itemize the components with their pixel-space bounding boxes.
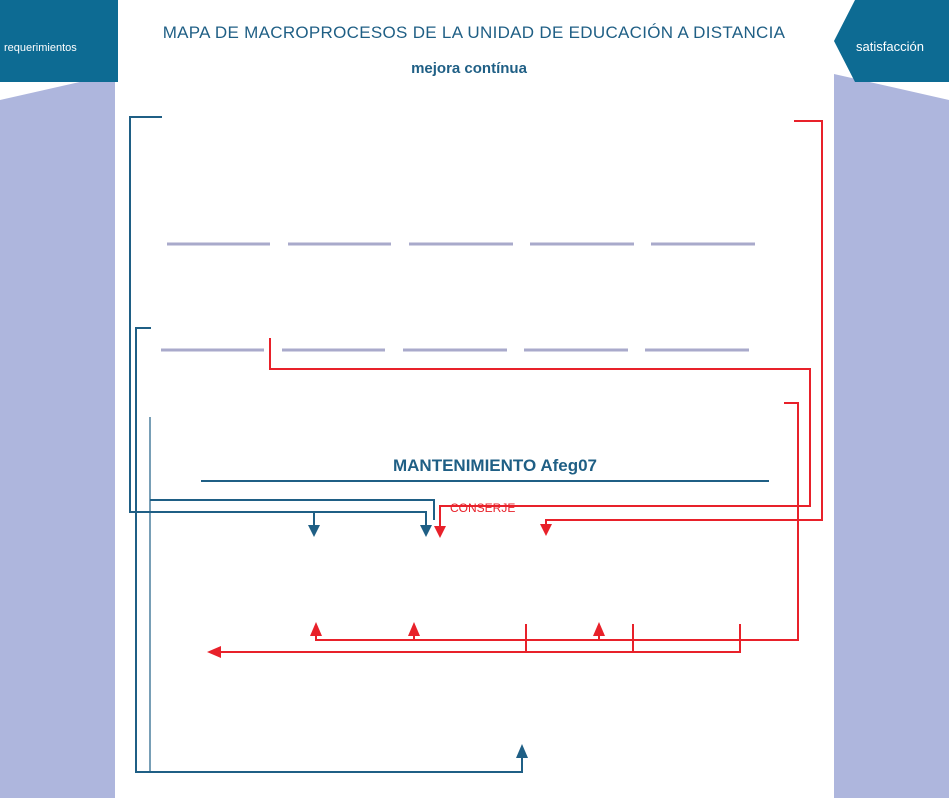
blue-arrow-down-2 bbox=[420, 525, 432, 537]
red-arrow-left bbox=[207, 646, 221, 658]
satisfaccion-flag bbox=[834, 0, 949, 82]
left-side-panel bbox=[0, 74, 115, 798]
red-arrow-up-3 bbox=[593, 622, 605, 636]
blue-arrow-up bbox=[516, 744, 528, 758]
blue-arrowheads bbox=[308, 525, 528, 758]
page-title: MAPA DE MACROPROCESOS DE LA UNIDAD DE ED… bbox=[163, 23, 786, 42]
satisfaccion-label: satisfacción bbox=[856, 39, 924, 54]
red-connectors bbox=[212, 120, 823, 653]
right-side-panel bbox=[834, 74, 949, 798]
page-subtitle: mejora contínua bbox=[411, 60, 528, 77]
blue-connectors bbox=[129, 116, 523, 773]
blue-arrow-down-1 bbox=[308, 525, 320, 537]
red-arrowheads bbox=[207, 524, 605, 658]
red-arrow-up-1 bbox=[310, 622, 322, 636]
requerimientos-label: requerimientos bbox=[4, 42, 77, 54]
process-title: MANTENIMIENTO Afeg07 bbox=[393, 456, 597, 475]
red-arrow-down-1 bbox=[434, 526, 446, 538]
red-arrow-down-2 bbox=[540, 524, 552, 536]
requerimientos-flag-notch bbox=[0, 0, 118, 82]
red-arrow-up-2 bbox=[408, 622, 420, 636]
process-role: CONSERJE bbox=[450, 501, 515, 515]
